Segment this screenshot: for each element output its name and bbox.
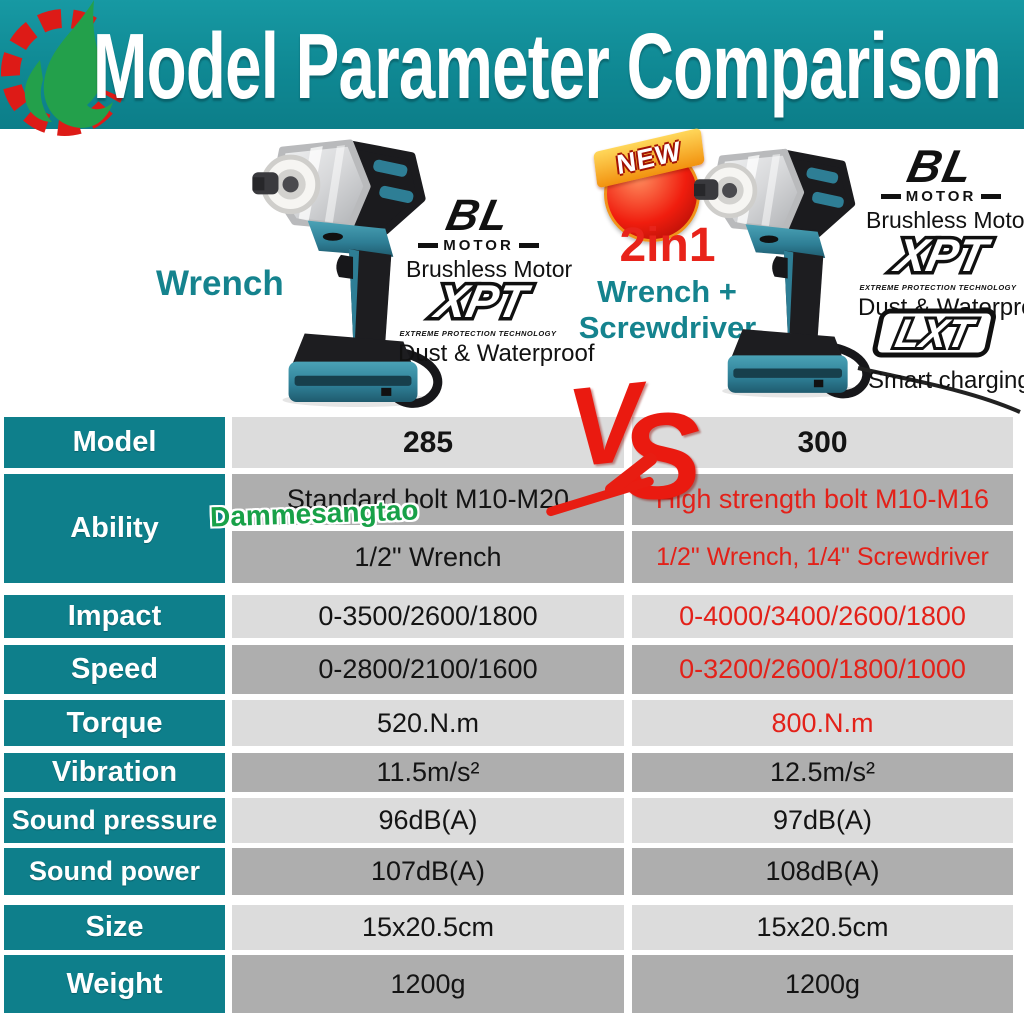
bl-logo: BL — [442, 191, 516, 240]
table-row-sound-pressure: Sound pressure 96dB(A) 97dB(A) — [4, 798, 1013, 843]
speed-right: 0-3200/2600/1800/1000 — [632, 645, 1013, 694]
table-row-torque: Torque 520.N.m 800.N.m — [4, 700, 1013, 746]
comparison-table: Model 285 300 Ability Standard bolt M10-… — [4, 417, 1013, 1013]
ability-right-1: High strength bolt M10-M16 — [632, 474, 1013, 525]
row-label: Ability — [4, 474, 225, 583]
row-label: Impact — [4, 595, 225, 638]
ability-right-2: 1/2" Wrench, 1/4" Screwdriver — [632, 531, 1013, 583]
xpt-badge-left: XPT EXTREME PROTECTION TECHNOLOGY Dust &… — [398, 272, 595, 368]
ability-left-2: 1/2" Wrench — [232, 531, 624, 583]
xpt-logo-icon: XPT — [885, 226, 999, 284]
model-285-cell: 285 — [232, 417, 624, 468]
lxt-logo-icon: LXT — [872, 307, 996, 359]
impact-left: 0-3500/2600/1800 — [232, 595, 624, 638]
impact-wrench-photo-right — [694, 128, 872, 416]
vibration-right: 12.5m/s² — [632, 753, 1013, 792]
ability-left-1: Standard bolt M10-M20 — [232, 474, 624, 525]
table-row-weight: Weight 1200g 1200g — [4, 955, 1013, 1013]
sound-pressure-left: 96dB(A) — [232, 798, 624, 843]
bl-motor-text: MOTOR — [866, 188, 1016, 205]
speed-left: 0-2800/2100/1600 — [232, 645, 624, 694]
table-row-impact: Impact 0-3500/2600/1800 0-4000/3400/2600… — [4, 595, 1013, 638]
xpt-logo-icon: XPT — [425, 272, 539, 330]
row-label: Vibration — [4, 753, 225, 792]
xpt-caption: Dust & Waterproof — [398, 340, 595, 367]
bl-motor-badge-left: BL MOTOR Brushless Motor — [406, 191, 573, 283]
bl-logo: BL — [902, 140, 980, 192]
svg-text:LXT: LXT — [892, 310, 980, 355]
header-banner: Model Parameter Comparison — [0, 0, 1024, 136]
power-cord — [857, 366, 1021, 414]
vibration-left: 11.5m/s² — [232, 753, 624, 792]
sound-pressure-right: 97dB(A) — [632, 798, 1013, 843]
xpt-subtitle: EXTREME PROTECTION TECHNOLOGY — [399, 329, 557, 338]
weight-left: 1200g — [232, 955, 624, 1013]
table-row-vibration: Vibration 11.5m/s² 12.5m/s² — [4, 753, 1013, 792]
row-label: Torque — [4, 700, 225, 746]
xpt-badge-right: XPT EXTREME PROTECTION TECHNOLOGY Dust &… — [858, 226, 1024, 322]
headline-2in1: 2in1 — [619, 219, 716, 272]
torque-left: 520.N.m — [232, 700, 624, 746]
bl-motor-text: MOTOR — [406, 237, 551, 254]
model-300-cell: 300 — [632, 417, 1013, 468]
page-title: Model Parameter Comparison — [92, 14, 1002, 118]
svg-text:XPT: XPT — [888, 230, 995, 281]
promo-line-wrench: Wrench + — [597, 274, 737, 309]
impact-right: 0-4000/3400/2600/1800 — [632, 595, 1013, 638]
sound-power-right: 108dB(A) — [632, 848, 1013, 895]
lxt-badge-right: LXT Smart charging — [868, 306, 1024, 395]
torque-right: 800.N.m — [632, 700, 1013, 746]
svg-text:XPT: XPT — [428, 276, 535, 327]
left-product-name: Wrench — [156, 264, 284, 303]
size-left: 15x20.5cm — [232, 905, 624, 950]
size-right: 15x20.5cm — [632, 905, 1013, 950]
table-row-sound-power: Sound power 107dB(A) 108dB(A) — [4, 848, 1013, 895]
row-label: Sound power — [4, 848, 225, 895]
xpt-subtitle: EXTREME PROTECTION TECHNOLOGY — [859, 283, 1017, 292]
row-label: Size — [4, 905, 225, 950]
weight-right: 1200g — [632, 955, 1013, 1013]
row-label: Speed — [4, 645, 225, 694]
bl-caption: Brushless Motor — [406, 255, 573, 282]
row-label: Weight — [4, 955, 225, 1013]
row-label: Model — [4, 417, 225, 468]
table-row-speed: Speed 0-2800/2100/1600 0-3200/2600/1800/… — [4, 645, 1013, 694]
bl-motor-badge-right: BL MOTOR Brushless Motor — [866, 140, 1024, 234]
bl-caption: Brushless Motor — [866, 207, 1024, 234]
lxt-caption: Smart charging — [868, 367, 1024, 394]
table-row-ability: Ability Standard bolt M10-M20 High stren… — [4, 474, 1013, 583]
vs-graphic: S — [616, 385, 705, 527]
table-row-size: Size 15x20.5cm 15x20.5cm — [4, 905, 1013, 950]
flame-gear-icon — [1, 0, 123, 136]
table-row-model: Model 285 300 — [4, 417, 1013, 468]
sound-power-left: 107dB(A) — [232, 848, 624, 895]
row-label: Sound pressure — [4, 798, 225, 843]
promo-line-screwdriver: Screwdriver — [578, 310, 757, 345]
